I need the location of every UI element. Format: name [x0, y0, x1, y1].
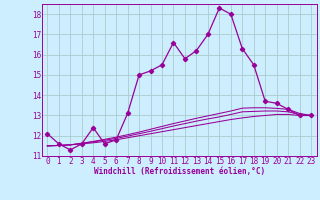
X-axis label: Windchill (Refroidissement éolien,°C): Windchill (Refroidissement éolien,°C) — [94, 167, 265, 176]
